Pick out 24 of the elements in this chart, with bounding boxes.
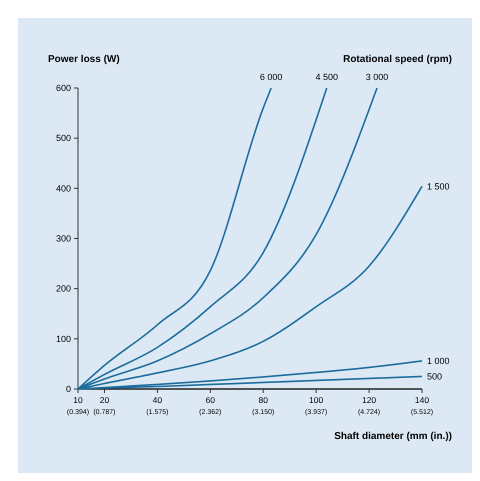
x-tick-label: 40	[152, 395, 162, 405]
series-label: 3 000	[366, 72, 388, 82]
series-label: 4 500	[315, 72, 338, 82]
legend-title: Rotational speed (rpm)	[343, 54, 452, 65]
series-label: 6 000	[260, 72, 282, 82]
x-tick-label: 80	[258, 395, 268, 405]
series-label: 1 000	[427, 356, 450, 366]
x-tick-label: 20	[100, 395, 110, 405]
y-tick-label: 500	[56, 133, 71, 144]
y-tick-label: 200	[56, 284, 71, 294]
y-tick-label: 0	[66, 384, 71, 394]
y-tick-label: 300	[56, 234, 71, 244]
y-axis-title: Power loss (W)	[48, 54, 120, 65]
series-label: 1 500	[427, 181, 450, 192]
x-tick-label: 100	[309, 395, 324, 405]
y-tick-label: 100	[56, 334, 71, 344]
series-label: 500	[427, 371, 442, 382]
x-axis-title: Shaft diameter (mm (in.))	[334, 431, 452, 442]
y-tick-label: 600	[56, 83, 71, 93]
x-tick-label: 140	[414, 395, 430, 405]
y-tick-label: 400	[56, 183, 71, 194]
x-tick-label: 60	[206, 395, 216, 405]
x-tick-label: 120	[362, 395, 376, 405]
x-tick-label: 10	[73, 395, 83, 405]
